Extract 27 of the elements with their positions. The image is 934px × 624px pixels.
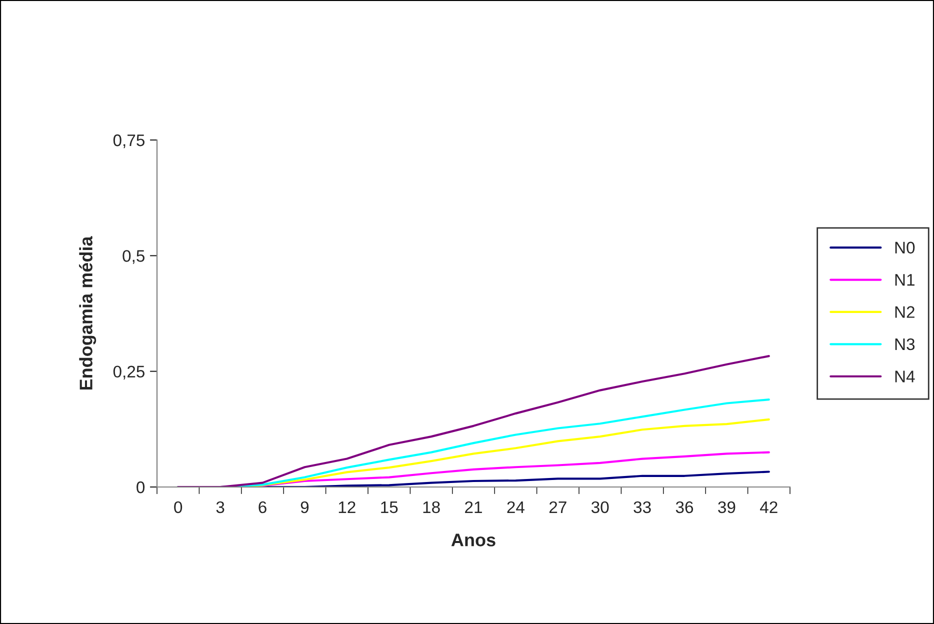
- y-tick-label: 0: [136, 481, 145, 494]
- y-tick-label: 0,5: [122, 250, 144, 264]
- y-tick-label: 0,25: [113, 366, 144, 380]
- x-tick-label: 18: [423, 501, 440, 514]
- x-tick-label: 24: [507, 501, 524, 513]
- legend-label: N3: [895, 338, 915, 350]
- x-tick-label: 12: [338, 501, 356, 513]
- legend-label: N4: [895, 370, 915, 382]
- legend-label: N1: [895, 274, 914, 286]
- y-tick-label: 0,75: [113, 134, 144, 148]
- x-axis-title: Anos: [451, 534, 496, 546]
- x-tick-label: 42: [760, 501, 778, 513]
- x-tick-label: 9: [300, 501, 309, 514]
- x-tick-label: 0: [174, 501, 182, 514]
- x-tick-label: 33: [634, 501, 651, 514]
- x-tick-label: 27: [549, 501, 566, 513]
- x-tick-label: 30: [591, 501, 609, 514]
- y-axis-title: Endogamia média: [79, 236, 96, 390]
- x-tick-label: 6: [258, 501, 266, 514]
- legend-label: N0: [895, 242, 915, 254]
- x-tick-label: 21: [465, 501, 482, 513]
- legend-label: N2: [895, 306, 914, 318]
- x-tick-label: 39: [718, 501, 736, 514]
- x-tick-label: 3: [216, 501, 224, 514]
- line-series: [177, 355, 770, 487]
- x-tick-label: 36: [676, 501, 694, 514]
- x-tick-label: 15: [381, 502, 398, 514]
